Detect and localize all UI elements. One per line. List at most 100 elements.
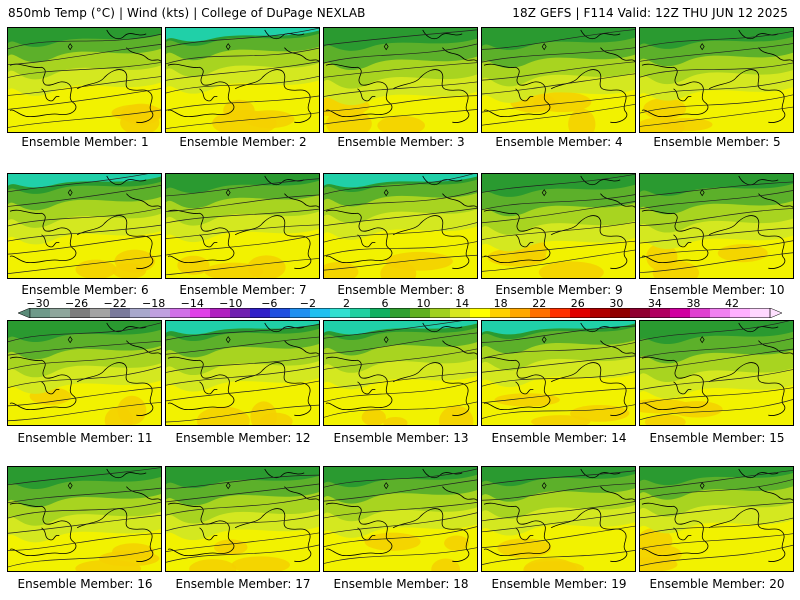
temp-field-hot xyxy=(570,405,630,422)
legend-swatch xyxy=(230,308,251,318)
temp-field-hot xyxy=(120,110,160,132)
coastline-outline xyxy=(483,29,635,123)
wind-contour-line xyxy=(166,483,319,503)
wind-contour-line xyxy=(482,194,635,211)
legend-swatch xyxy=(210,308,231,318)
legend-swatch xyxy=(70,308,91,318)
legend-swatch xyxy=(250,308,271,318)
color-legend-bar xyxy=(18,308,782,318)
station-marker-icon xyxy=(699,189,705,197)
wind-contour-line xyxy=(640,369,793,391)
coastline-outline xyxy=(167,175,319,269)
wind-contour-line xyxy=(8,255,161,274)
temp-field-hot xyxy=(533,91,592,113)
legend-tick-label: 26 xyxy=(570,297,585,310)
station-marker-icon xyxy=(383,43,389,51)
wind-contour-line xyxy=(8,185,161,207)
wind-contour-line xyxy=(482,61,635,81)
temp-field-hot xyxy=(497,538,552,558)
temp-field-hot xyxy=(189,559,237,571)
coastline-outline xyxy=(9,322,161,416)
wind-contour-line xyxy=(640,43,793,62)
wind-contour-line xyxy=(324,468,477,488)
legend-swatch xyxy=(650,308,671,318)
wind-contour-line xyxy=(8,532,161,552)
legend-swatch xyxy=(330,308,351,318)
wind-contour-line xyxy=(166,380,319,402)
ensemble-map-panel xyxy=(639,173,794,279)
station-marker-icon xyxy=(541,189,547,197)
station-marker-icon xyxy=(225,482,231,490)
wind-contour-line xyxy=(8,88,161,110)
station-marker-icon xyxy=(541,43,547,51)
ensemble-member-label: Ensemble Member: 13 xyxy=(333,431,469,445)
legend-swatch xyxy=(570,308,591,318)
wind-contour-line xyxy=(166,47,319,65)
wind-contour-line xyxy=(8,224,161,242)
legend-swatch xyxy=(130,308,151,318)
ensemble-map-panel xyxy=(639,27,794,133)
ensemble-member-label: Ensemble Member: 6 xyxy=(21,283,149,297)
wind-contour-line xyxy=(482,47,635,63)
legend-swatch xyxy=(30,308,51,318)
temp-field-hot xyxy=(231,556,290,571)
wind-contour-line xyxy=(166,233,319,256)
temp-field-hot xyxy=(213,539,248,555)
wind-contour-line xyxy=(482,470,635,486)
wind-contour-line xyxy=(324,29,477,46)
station-marker-icon xyxy=(225,189,231,197)
legend-swatch xyxy=(90,308,111,318)
temp-field-cold xyxy=(166,174,319,193)
wind-contour-line xyxy=(8,207,161,227)
wind-contour-line xyxy=(482,525,635,548)
wind-contour-line xyxy=(482,501,635,522)
wind-contour-line xyxy=(8,109,161,128)
temp-field-hot xyxy=(640,557,678,571)
wind-contour-line xyxy=(324,174,474,195)
legend-tick-label: 18 xyxy=(493,297,508,310)
product-title: 850mb Temp (°C) | Wind (kts) | College o… xyxy=(8,6,366,20)
temp-field-hot xyxy=(494,393,560,407)
wind-contour-line xyxy=(324,502,477,519)
coastline-outline xyxy=(641,29,793,123)
coastline-outline xyxy=(9,175,161,269)
wind-contour-line xyxy=(640,479,793,500)
legend-swatch xyxy=(590,308,611,318)
wind-contour-line xyxy=(324,241,477,257)
station-marker-icon xyxy=(541,482,547,490)
station-marker-icon xyxy=(383,482,389,490)
ensemble-map-panel xyxy=(7,320,162,426)
ensemble-map-panel xyxy=(481,173,636,279)
legend-swatch xyxy=(450,308,471,318)
wind-contour-line xyxy=(640,387,793,405)
wind-contour-line xyxy=(482,103,635,126)
legend-swatch xyxy=(310,308,331,318)
legend-swatch xyxy=(510,308,531,318)
wind-contour-line xyxy=(482,355,635,373)
temp-field-cold xyxy=(166,467,319,489)
legend-swatch xyxy=(150,308,171,318)
wind-contour-line xyxy=(166,404,319,423)
wind-contour-line xyxy=(324,348,477,370)
legend-swatch xyxy=(410,308,431,318)
wind-contour-line xyxy=(8,387,161,407)
station-marker-icon xyxy=(699,336,705,344)
wind-contour-line xyxy=(482,404,635,419)
legend-tick-label: 6 xyxy=(381,297,389,310)
station-marker-icon xyxy=(699,482,705,490)
wind-contour-line xyxy=(640,399,793,421)
legend-tick-label: −22 xyxy=(103,297,127,310)
temp-field-hot xyxy=(112,263,147,278)
legend-swatch xyxy=(390,308,411,318)
coastline-outline xyxy=(325,468,477,562)
wind-contour-line xyxy=(324,95,477,112)
temp-field-hot xyxy=(377,115,425,132)
wind-contour-line xyxy=(8,514,161,534)
temp-field-hot xyxy=(538,261,604,278)
temp-field-hot xyxy=(523,557,578,571)
wind-contour-line xyxy=(324,43,477,64)
coastline-outline xyxy=(483,468,635,562)
station-marker-icon xyxy=(67,336,73,344)
ensemble-member-label: Ensemble Member: 3 xyxy=(337,135,465,149)
wind-contour-line xyxy=(166,258,319,276)
